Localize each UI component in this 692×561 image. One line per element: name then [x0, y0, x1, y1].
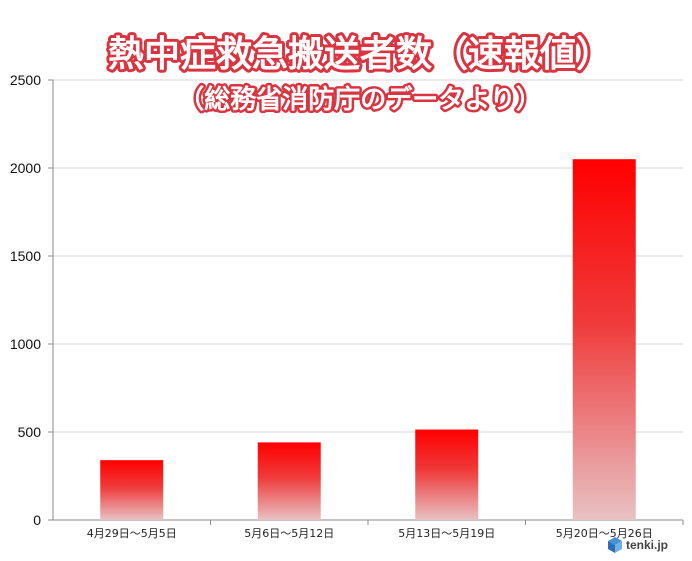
y-tick-label: 0 — [33, 512, 41, 528]
bar — [415, 429, 479, 520]
y-tick-label: 2000 — [10, 160, 41, 176]
y-tick-label: 2500 — [10, 72, 41, 88]
x-category-label: 5月6日～5月12日 — [244, 527, 334, 540]
y-tick-label: 1000 — [10, 336, 41, 352]
y-tick-label: 500 — [18, 424, 42, 440]
watermark: tenki.jp — [608, 537, 668, 553]
y-tick-label: 1500 — [10, 248, 41, 264]
bar — [257, 442, 321, 520]
bar — [100, 460, 164, 520]
x-category-label: 5月13日～5月19日 — [398, 527, 495, 540]
x-category-labels: 4月29日～5月5日 5月6日～5月12日 5月13日～5月19日 5月20日～5月2… — [87, 520, 684, 540]
x-category-label: 4月29日～5月5日 — [87, 527, 177, 540]
y-tick-labels: 0 500 1000 1500 2000 2500 — [10, 72, 53, 528]
x-category-label: 5月20日～5月26日 — [556, 527, 653, 540]
watermark-text: tenki.jp — [626, 538, 668, 552]
chart-title: 熱中症救急搬送者数（速報値） — [108, 34, 612, 75]
bar — [572, 159, 636, 520]
bars — [100, 159, 636, 520]
tenki-cube-icon — [608, 537, 622, 553]
chart-subtitle: （総務省消防庁のデータより） — [178, 84, 541, 115]
